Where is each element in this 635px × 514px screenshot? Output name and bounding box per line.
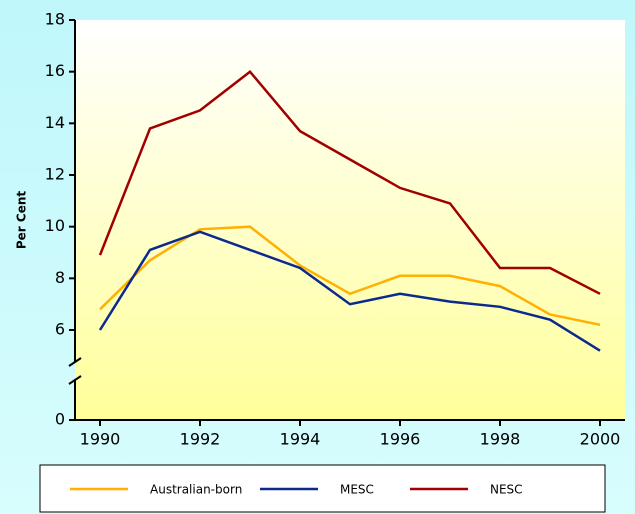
x-tick-label: 1990: [80, 430, 121, 449]
y-tick-label: 8: [55, 268, 65, 287]
y-tick-label: 6: [55, 320, 65, 339]
x-tick-label: 1996: [380, 430, 421, 449]
x-tick-label: 1992: [180, 430, 221, 449]
legend-label: Australian-born: [150, 483, 242, 497]
legend-label: NESC: [490, 483, 523, 497]
y-tick-label: 12: [45, 165, 65, 184]
y-tick-label: 18: [45, 10, 65, 29]
y-tick-label: 0: [55, 410, 65, 429]
axis-break: [68, 357, 82, 367]
y-tick-label: 16: [45, 61, 65, 80]
x-tick-label: 1998: [480, 430, 521, 449]
x-tick-label: 2000: [580, 430, 621, 449]
legend: [39, 464, 606, 513]
axis-break: [68, 375, 82, 385]
series-line: [99, 225, 601, 327]
x-tick-label: 1994: [280, 430, 321, 449]
y-tick-label: 10: [45, 216, 65, 235]
y-axis-label: Per Cent: [15, 191, 29, 250]
legend-label: MESC: [340, 483, 374, 497]
y-tick-label: 14: [45, 113, 65, 132]
series-line: [98, 69, 601, 295]
plot-area: [75, 20, 625, 420]
series-line: [98, 230, 601, 352]
